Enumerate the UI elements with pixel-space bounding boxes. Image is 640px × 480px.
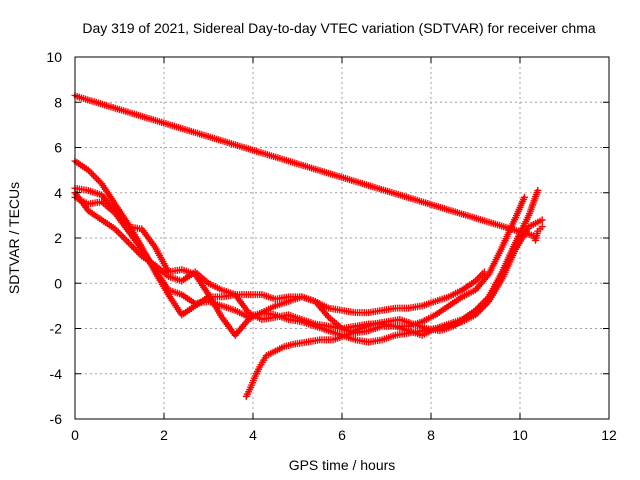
y-tick-label: -4: [50, 366, 63, 382]
data-point: [93, 175, 101, 183]
data-point: [128, 242, 136, 250]
data-point: [119, 233, 127, 241]
y-tick-label: 8: [54, 94, 62, 110]
y-tick-label: 10: [46, 49, 62, 65]
data-point: [476, 304, 484, 312]
axis-ticks: 0 2 4 6 8 10 12 -6 -4 -2 0 2 4 6 8 10: [46, 49, 617, 443]
data-point: [534, 186, 542, 194]
data-points: [71, 91, 546, 400]
data-point: [94, 176, 102, 184]
y-tick-label: -6: [50, 411, 63, 427]
data-point: [116, 230, 124, 238]
data-point: [520, 193, 528, 201]
x-tick-label: 0: [71, 427, 79, 443]
grid: [75, 57, 609, 419]
data-point: [124, 239, 132, 247]
data-point: [91, 173, 99, 181]
x-axis-label: GPS time / hours: [289, 457, 396, 473]
x-tick-label: 12: [601, 427, 617, 443]
x-tick-label: 6: [338, 427, 346, 443]
y-tick-label: 2: [54, 230, 62, 246]
y-tick-label: 4: [54, 185, 62, 201]
data-point: [121, 235, 129, 243]
data-point: [88, 170, 96, 178]
data-point: [118, 232, 126, 240]
series-trace-5: [242, 304, 484, 400]
y-tick-label: 0: [54, 275, 62, 291]
data-point: [114, 228, 122, 236]
data-point: [123, 237, 131, 245]
series-trace-2: [71, 184, 528, 339]
x-tick-label: 10: [512, 427, 528, 443]
y-tick-label: -2: [50, 321, 63, 337]
x-tick-label: 4: [249, 427, 257, 443]
series-isolated: [71, 91, 546, 244]
data-point: [89, 171, 97, 179]
data-point: [538, 223, 546, 231]
x-tick-label: 8: [427, 427, 435, 443]
data-point: [538, 216, 546, 224]
y-axis-label: SDTVAR / TECUs: [6, 182, 22, 294]
y-tick-label: 6: [54, 140, 62, 156]
x-tick-label: 2: [160, 427, 168, 443]
data-point: [126, 240, 134, 248]
chart-title: Day 319 of 2021, Sidereal Day-to-day VTE…: [82, 20, 595, 36]
